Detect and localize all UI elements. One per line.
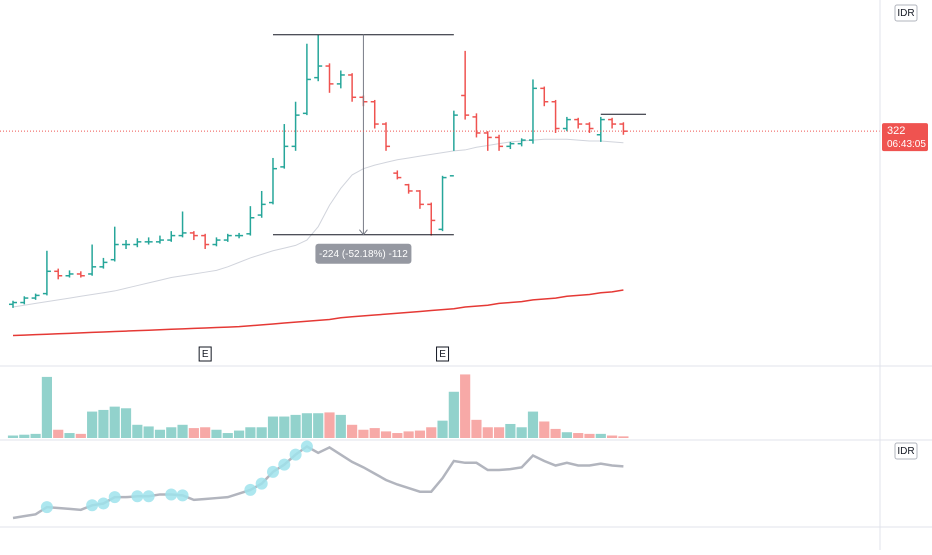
indicator-marker: [176, 489, 189, 502]
volume-bar: [154, 429, 166, 438]
indicator-marker: [131, 490, 144, 503]
volume-bar: [482, 427, 493, 438]
volume-bar: [561, 432, 572, 438]
volume-bar: [426, 427, 437, 438]
volume-bar: [618, 436, 629, 438]
volume-bar: [516, 427, 527, 438]
volume-bar: [245, 427, 256, 438]
volume-bar: [369, 428, 380, 438]
volume-bar: [177, 424, 188, 438]
volume-bar: [290, 414, 301, 438]
currency-badge[interactable]: [894, 442, 918, 460]
volume-bar: [460, 374, 471, 438]
volume-bar: [527, 411, 539, 438]
marks: -224 (-52.18%) -112 E E: [0, 34, 880, 520]
volume-bar: [584, 433, 595, 438]
indicator-marker: [255, 477, 268, 490]
volume-bar: [380, 431, 392, 438]
volume-bar: [233, 430, 245, 438]
volume-bar: [448, 391, 459, 438]
volume-bar: [313, 413, 324, 438]
volume-bar: [166, 427, 177, 438]
volume-bar: [301, 413, 312, 438]
indicator-marker: [142, 490, 155, 503]
volume-bar: [188, 428, 199, 438]
measure-label-box: [315, 243, 412, 264]
volume-bar: [550, 428, 561, 438]
volume-bar: [132, 424, 143, 438]
volume-bar: [200, 427, 211, 438]
volume-bar: [505, 423, 516, 438]
indicator-marker: [278, 458, 291, 471]
volume-bar: [471, 419, 482, 438]
volume-bar: [222, 433, 233, 438]
countdown-label: 06:43:05: [887, 139, 926, 150]
volume-bar: [493, 427, 505, 438]
volume-bar: [607, 435, 618, 438]
volume-bar: [335, 414, 346, 438]
volume-bar: [120, 408, 132, 438]
volume-bar: [143, 426, 154, 438]
currency-label: IDR: [897, 446, 914, 457]
measure-label: -224 (-52.18%) -112: [319, 249, 408, 260]
indicator-marker: [97, 497, 110, 510]
moving-average: [12, 289, 624, 337]
volume-bar: [7, 435, 19, 438]
volume-bar: [19, 434, 30, 438]
volume-bar: [279, 416, 290, 438]
last-price-label: 322: [887, 125, 905, 137]
volume-bar: [595, 433, 606, 438]
currency-badge[interactable]: [894, 4, 918, 22]
volume-bar: [256, 427, 267, 438]
volume-bar: [53, 429, 64, 438]
event-label: E: [202, 349, 209, 360]
volume-bar: [437, 420, 448, 438]
indicator-marker: [108, 491, 121, 504]
volume-bar: [211, 429, 222, 438]
indicator-marker: [244, 483, 257, 496]
volume-bar: [403, 431, 414, 438]
volume-bar: [347, 424, 358, 438]
indicator-marker: [300, 440, 313, 453]
volume-bar: [30, 433, 41, 438]
volume-bar: [414, 430, 426, 438]
volume-bar: [573, 433, 584, 438]
indicator-marker: [266, 465, 279, 478]
indicator-marker: [289, 448, 302, 461]
indicator-marker: [86, 499, 99, 512]
last-price-badge: [882, 123, 928, 152]
event-marker[interactable]: [436, 346, 450, 362]
volume-bar: [392, 433, 403, 438]
volume-bar: [87, 411, 98, 438]
volume-bar: [64, 433, 75, 438]
volume-bar: [41, 376, 52, 438]
volume-bar: [109, 406, 120, 438]
volume-bar: [267, 416, 279, 438]
event-marker[interactable]: [198, 346, 212, 362]
volume-bar: [539, 421, 550, 438]
volume-bar: [98, 409, 109, 438]
event-label: E: [439, 349, 446, 360]
indicator-marker: [40, 501, 53, 514]
currency-label: IDR: [897, 8, 914, 19]
volume-bar: [358, 429, 369, 438]
measure-arrow-head: [359, 229, 368, 236]
volume-bar: [324, 412, 335, 438]
volume-bar: [75, 433, 86, 438]
indicator-marker: [165, 488, 178, 501]
